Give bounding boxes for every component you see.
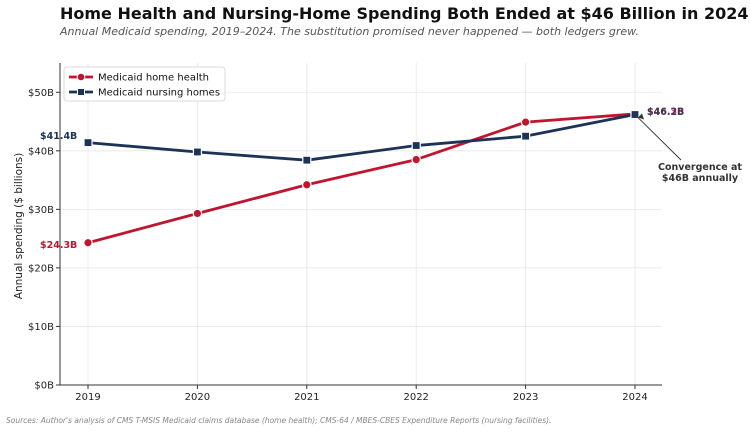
end-value-label: $46.2B	[647, 107, 684, 118]
y-tick-label: $0B	[34, 381, 54, 392]
legend-swatch-marker	[77, 88, 85, 96]
series-layer	[83, 109, 640, 248]
x-tick-label: 2019	[75, 392, 100, 403]
data-point-home-health	[520, 117, 531, 127]
start-value-label: $24.3B	[40, 240, 77, 251]
annotation-arrowhead	[638, 113, 644, 120]
y-tick-label: $30B	[28, 205, 54, 216]
data-point-home-health	[83, 237, 93, 248]
axes: $0B $10B $20B $30B $40B $50B 2019 2020 2021 2022 2…	[28, 63, 662, 403]
legend-entry-label: Medicaid home health	[98, 73, 209, 84]
chart-subtitle: Annual Medicaid spending, 2019–2024. The…	[60, 25, 639, 38]
annotation-text-line1: Convergence at	[658, 162, 742, 173]
y-tick-label: $10B	[28, 322, 54, 333]
legend-entry-label: Medicaid nursing homes	[98, 88, 220, 99]
source-note: Sources: Author's analysis of CMS T-MSIS…	[6, 416, 552, 425]
data-labels: $24.3B $46.3B $41.4B $46.2B	[40, 106, 684, 251]
chart-title: Home Health and Nursing-Home Spending Bo…	[60, 4, 749, 23]
legend-swatch-marker	[76, 72, 86, 82]
end-value-label: $46.3B	[647, 106, 684, 117]
legend: Medicaid home health Medicaid nursing hom…	[63, 66, 226, 102]
annotation: Convergence at$46B annually	[637, 113, 742, 184]
data-point-home-health	[301, 179, 312, 190]
y-tick-label: $50B	[28, 88, 54, 99]
y-tick-label: $40B	[28, 146, 54, 157]
y-tick-label: $20B	[28, 263, 54, 274]
gridlines	[60, 63, 662, 386]
data-point-nursing-homes	[302, 155, 312, 165]
data-point-home-health	[192, 208, 203, 219]
x-tick-label: 2021	[294, 392, 319, 403]
series-line-home-health	[86, 112, 637, 245]
legend-box	[63, 66, 226, 102]
x-tick-label: 2023	[513, 392, 538, 403]
x-tick-label: 2022	[403, 392, 428, 403]
start-value-label: $41.4B	[40, 131, 77, 142]
data-point-nursing-homes	[192, 147, 202, 157]
annotation-text-line2: $46B annually	[662, 173, 739, 184]
data-point-nursing-homes	[630, 109, 640, 120]
data-point-nursing-homes	[83, 138, 93, 148]
series-line-nursing-homes	[86, 113, 637, 162]
data-point-nursing-homes	[520, 131, 531, 141]
y-axis-label: Annual spending ($ billions)	[13, 153, 25, 299]
data-point-home-health	[411, 154, 421, 165]
annotation-arrow	[637, 117, 682, 161]
x-tick-label: 2020	[185, 392, 210, 403]
data-point-nursing-homes	[411, 140, 421, 151]
x-tick-label: 2024	[622, 392, 647, 403]
